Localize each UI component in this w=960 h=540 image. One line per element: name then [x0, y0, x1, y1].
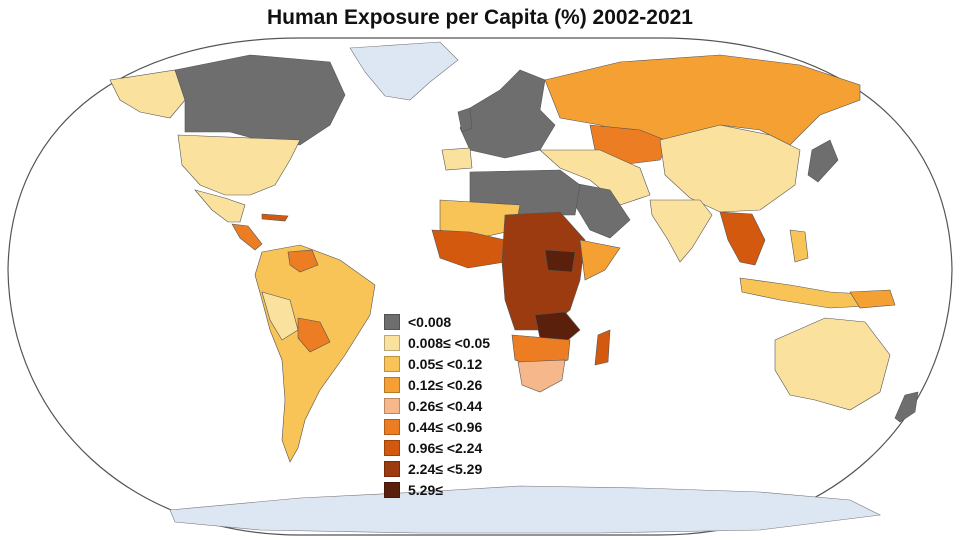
legend-item: 0.44≤ <0.96 [384, 416, 490, 437]
southeast-asia-shape [719, 211, 766, 266]
sahel-shape [439, 199, 521, 241]
china-shape [659, 124, 801, 213]
legend-item: 2.24≤ <5.29 [384, 458, 490, 479]
australia-shape [774, 317, 891, 411]
legend-label: 0.96≤ <2.24 [408, 439, 483, 456]
peru-shape [261, 291, 299, 341]
legend-swatch [384, 376, 400, 393]
legend-swatch [384, 334, 400, 351]
legend-item: 0.26≤ <0.44 [384, 395, 490, 416]
venezuela-shape [287, 249, 319, 273]
legend-label: 0.008≤ <0.05 [408, 334, 491, 351]
uk-shape [457, 107, 473, 133]
legend-label: <0.008 [408, 313, 452, 330]
iberia-shape [441, 147, 473, 171]
antarctica-shape [169, 485, 882, 534]
madagascar-shape [594, 329, 611, 366]
legend-swatch [384, 481, 400, 498]
legend-swatch [384, 355, 400, 372]
philippines-shape [789, 229, 809, 263]
central-asia-shape [539, 149, 651, 206]
horn-africa-shape [579, 239, 621, 281]
legend-item: 0.96≤ <2.24 [384, 437, 490, 458]
caribbean-shape [261, 213, 289, 222]
southern-africa-center-shape [534, 311, 581, 346]
legend-swatch [384, 313, 400, 330]
legend: <0.008 0.008≤ <0.05 0.05≤ <0.12 0.12≤ <0… [384, 311, 490, 500]
legend-swatch [384, 418, 400, 435]
legend-swatch [384, 397, 400, 414]
greenland-shape [349, 41, 459, 101]
legend-label: 0.44≤ <0.96 [408, 418, 483, 435]
legend-item: 0.12≤ <0.26 [384, 374, 490, 395]
legend-swatch [384, 460, 400, 477]
new-zealand-shape [894, 391, 919, 423]
legend-label: 0.26≤ <0.44 [408, 397, 483, 414]
india-shape [649, 199, 713, 263]
legend-item: 5.29≤ [384, 479, 490, 500]
legend-label: 2.24≤ <5.29 [408, 460, 483, 477]
south-africa-shape [517, 359, 566, 393]
central-america-shape [231, 223, 263, 251]
legend-label: 0.12≤ <0.26 [408, 376, 483, 393]
legend-item: 0.008≤ <0.05 [384, 332, 490, 353]
japan-shape [807, 139, 839, 183]
legend-label: 0.05≤ <0.12 [408, 355, 483, 372]
map-title: Human Exposure per Capita (%) 2002-2021 [267, 6, 693, 29]
legend-item: <0.008 [384, 311, 490, 332]
bolivia-shape [297, 317, 331, 353]
europe-shape [459, 69, 556, 159]
legend-label: 5.29≤ [408, 481, 443, 498]
new-guinea-shape [849, 289, 896, 309]
canada-shape [174, 54, 346, 146]
mexico-shape [194, 189, 246, 223]
legend-item: 0.05≤ <0.12 [384, 353, 490, 374]
east-africa-shape [544, 249, 576, 273]
legend-swatch [384, 439, 400, 456]
usa-shape [177, 134, 301, 196]
